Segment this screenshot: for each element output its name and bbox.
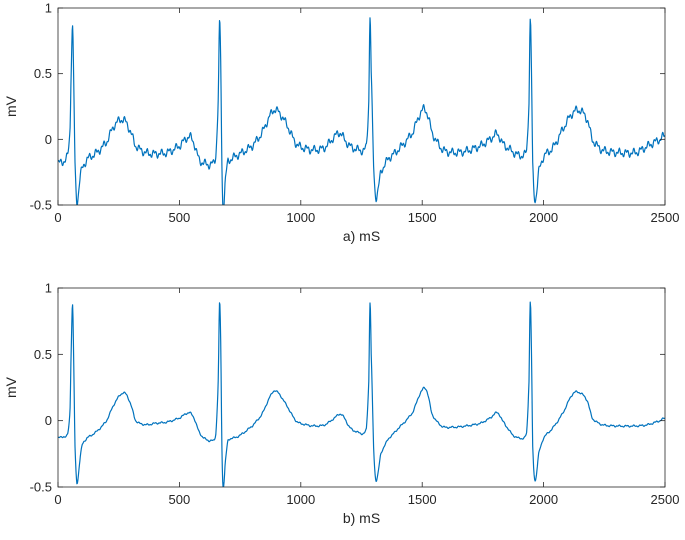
y-tick-label: 1 [45,281,52,296]
x-tick-label: 500 [169,210,191,225]
y-tick-label: -0.5 [30,198,52,213]
axes-frame-a [57,7,666,206]
x-tick-label: 1000 [286,210,315,225]
y-tick-label: 0.5 [34,347,52,362]
x-tick-label: 1500 [408,210,437,225]
y-tick-label: 1 [45,1,52,16]
x-tick-label: 500 [169,492,191,507]
x-tick-label: 2000 [529,210,558,225]
x-tick-label: 2500 [651,210,680,225]
x-tick-label: 0 [54,210,61,225]
x-tick-label: 2000 [529,492,558,507]
axes-frame-b [57,287,666,488]
ecg-trace-b [58,301,665,487]
y-axis-label-b: mV [3,376,19,398]
ecg-trace-a [58,17,665,205]
x-tick-label: 0 [54,492,61,507]
x-tick-label: 2500 [651,492,680,507]
y-tick-label: 0 [45,413,52,428]
x-axis-label-b: b) mS [343,510,380,526]
y-tick-label: 0.5 [34,66,52,81]
y-tick-label: -0.5 [30,480,52,495]
x-axis-label-a: a) mS [343,228,380,244]
x-tick-label: 1000 [286,492,315,507]
x-tick-label: 1500 [408,492,437,507]
y-axis-label-a: mV [3,95,19,117]
y-tick-label: 0 [45,132,52,147]
